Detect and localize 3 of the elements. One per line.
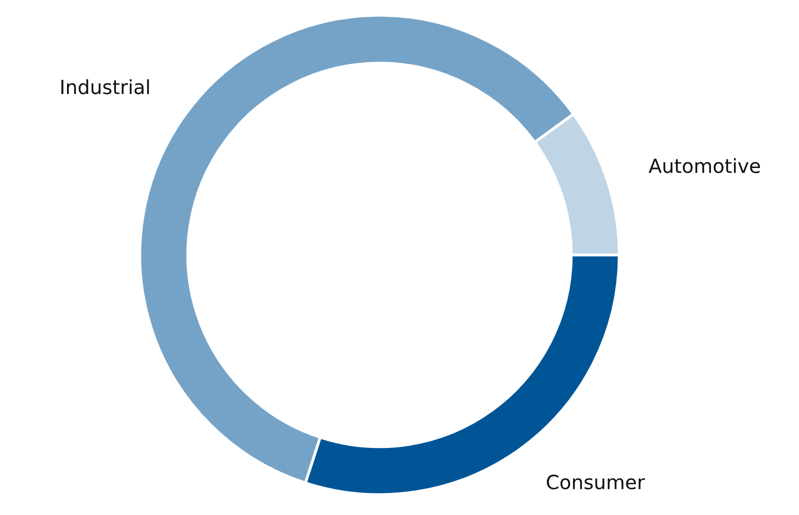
slice-label: Consumer <box>546 474 645 490</box>
slice-label: Automotive <box>648 158 760 174</box>
slice-label: Industrial <box>61 79 149 94</box>
